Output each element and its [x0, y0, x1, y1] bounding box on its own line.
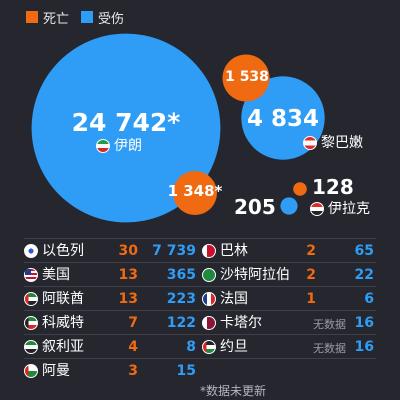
- country-name: 阿曼: [42, 363, 70, 379]
- injuries-cell: 15: [176, 363, 196, 379]
- lebanon-flag-icon: [303, 136, 317, 150]
- country-cell: 约旦: [202, 339, 248, 355]
- deaths-swatch: [26, 11, 38, 23]
- country-cell: 阿曼: [24, 363, 70, 379]
- deaths-cell: 3: [128, 363, 138, 379]
- iraq-injuries-label: 205: [234, 195, 276, 219]
- deaths-cell: 13: [118, 291, 138, 307]
- country-name: 约旦: [220, 339, 248, 355]
- injuries-cell: 8: [186, 339, 196, 355]
- country-name: 巴林: [220, 243, 248, 259]
- injuries-cell: 223: [166, 291, 196, 307]
- injuries-cell: 365: [166, 267, 196, 283]
- om-flag-icon: [24, 364, 38, 378]
- country-name: 阿联酋: [42, 291, 84, 307]
- country-cell: 美国: [24, 267, 70, 283]
- injuries-cell: 65: [354, 243, 374, 259]
- table-row: 阿联酋 13 223 法国 1 6: [24, 286, 376, 310]
- fr-flag-icon: [202, 292, 216, 306]
- deaths-cell: 7: [128, 315, 138, 331]
- iraq-country-name: 伊拉克: [328, 201, 370, 217]
- country-cell: 法国: [202, 291, 248, 307]
- footnote: *数据未更新: [200, 384, 267, 398]
- iran-deaths-bubble: [173, 171, 217, 215]
- injuries-cell: 6: [364, 291, 374, 307]
- iraq-deaths-label: 128: [312, 175, 354, 199]
- injuries-swatch: [81, 11, 94, 23]
- deaths-cell: 2: [306, 267, 316, 283]
- deaths-cell: 无数据: [313, 342, 346, 355]
- country-cell: 沙特阿拉伯: [202, 267, 290, 283]
- legend-label-deaths: 死亡: [43, 11, 70, 27]
- deaths-cell: 13: [118, 267, 138, 283]
- country-name: 叙利亚: [42, 339, 84, 355]
- legend-item-deaths: 死亡: [26, 8, 69, 27]
- injuries-cell: 22: [354, 267, 374, 283]
- sa-flag-icon: [202, 268, 216, 282]
- casualty-table: 以色列 30 7 739 巴林 2 65 美国 13 365 沙特阿拉伯 2 22 阿联酋 13 223 法国…: [24, 238, 376, 382]
- jo-flag-icon: [202, 340, 216, 354]
- legend: 死亡 受伤: [26, 8, 136, 27]
- country-name: 美国: [42, 267, 70, 283]
- country-name: 卡塔尔: [220, 315, 262, 331]
- lebanon-injuries-label: 4 834: [246, 106, 320, 132]
- legend-label-injuries: 受伤: [98, 11, 125, 27]
- us-flag-icon: [24, 268, 38, 282]
- table-row: 叙利亚 4 8 约旦 无数据 16: [24, 334, 376, 358]
- legend-item-injuries: 受伤: [81, 8, 124, 27]
- injuries-cell: 7 739: [152, 243, 196, 259]
- iran-flag-icon: [96, 139, 110, 153]
- table-row: 科威特 7 122 卡塔尔 无数据 16: [24, 310, 376, 334]
- table-row: 美国 13 365 沙特阿拉伯 2 22: [24, 262, 376, 286]
- table-row: 阿曼 3 15: [24, 358, 376, 382]
- iran-deaths-label: 1 348*: [167, 182, 223, 200]
- country-name: 沙特阿拉伯: [220, 267, 290, 283]
- iraq-injuries-bubble: [280, 197, 298, 215]
- country-name: 法国: [220, 291, 248, 307]
- iran-injuries-bubble: [31, 33, 221, 223]
- qa-flag-icon: [202, 316, 216, 330]
- country-cell: 以色列: [24, 243, 84, 259]
- country-name: 以色列: [42, 243, 84, 259]
- deaths-cell: 4: [128, 339, 138, 355]
- deaths-cell: 2: [306, 243, 316, 259]
- kw-flag-icon: [24, 316, 38, 330]
- table-row: 以色列 30 7 739 巴林 2 65: [24, 238, 376, 262]
- injuries-cell: 122: [166, 315, 196, 331]
- lebanon-deaths-bubble: [222, 54, 270, 102]
- bh-flag-icon: [202, 244, 216, 258]
- country-cell: 叙利亚: [24, 339, 84, 355]
- country-cell: 阿联酋: [24, 291, 84, 307]
- ae-flag-icon: [24, 292, 38, 306]
- lebanon-deaths-label: 1 538: [225, 69, 269, 85]
- deaths-cell: 1: [306, 291, 316, 307]
- iran-country-name: 伊朗: [114, 138, 142, 154]
- country-cell: 巴林: [202, 243, 248, 259]
- iran-country-tag: 伊朗: [96, 139, 142, 153]
- deaths-cell: 无数据: [313, 318, 346, 331]
- lebanon-country-name: 黎巴嫩: [321, 135, 363, 151]
- country-cell: 卡塔尔: [202, 315, 262, 331]
- country-name: 科威特: [42, 315, 84, 331]
- sy-flag-icon: [24, 340, 38, 354]
- country-cell: 科威特: [24, 315, 84, 331]
- il-flag-icon: [24, 244, 38, 258]
- iraq-flag-icon: [310, 202, 324, 216]
- iraq-deaths-bubble: [293, 182, 307, 196]
- iran-injuries-label: 24 742*: [71, 108, 181, 137]
- iraq-country-tag: 伊拉克: [310, 202, 370, 216]
- injuries-cell: 16: [354, 339, 374, 355]
- lebanon-country-tag: 黎巴嫩: [303, 136, 363, 150]
- deaths-cell: 30: [118, 243, 138, 259]
- injuries-cell: 16: [354, 315, 374, 331]
